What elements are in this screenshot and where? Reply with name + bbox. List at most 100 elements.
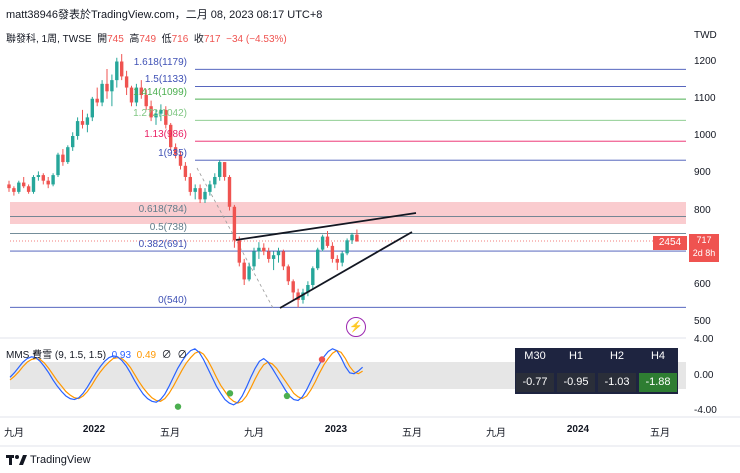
- candle-body: [26, 186, 31, 192]
- candle-body: [232, 206, 237, 241]
- candle-body: [252, 251, 256, 267]
- lightning-icon[interactable]: ⚡: [346, 317, 366, 337]
- candle-body: [7, 184, 11, 189]
- fib-label-1618: 1.618(1179): [133, 57, 187, 69]
- candle-body: [149, 106, 153, 118]
- candle-body: [306, 285, 310, 293]
- candle-body: [286, 266, 290, 282]
- mms-slow-line: [9, 349, 363, 404]
- mms-header-h4: H4: [650, 350, 666, 362]
- candle-body: [178, 154, 183, 166]
- price-tick: 600: [694, 279, 711, 290]
- legend-high: 749: [139, 34, 157, 45]
- candle-body: [316, 249, 320, 269]
- symbol-legend[interactable]: 聯發科, 1周, TWSE 開745 高749 低716 收717 −34 (−…: [6, 30, 287, 45]
- time-tick: 五月: [160, 428, 180, 439]
- wedge-lower-line[interactable]: [279, 231, 413, 309]
- legend-high-label: 高: [129, 34, 140, 45]
- mms-axis-tick: -4.00: [694, 405, 717, 417]
- candle-body: [41, 175, 45, 181]
- price-tick: 500: [694, 316, 711, 328]
- candle-body: [281, 251, 286, 267]
- footer[interactable]: TradingView: [0, 447, 740, 473]
- mms-value-2: 0.49: [136, 350, 157, 361]
- candle-body: [105, 83, 109, 92]
- candle-body: [22, 182, 26, 187]
- candle-body: [198, 188, 202, 200]
- candle-body: [218, 162, 222, 177]
- footer-brand: TradingView: [30, 454, 91, 466]
- fib-label-0618: 0.618(784): [138, 204, 187, 216]
- mms-timeframe-table: M30 H1 H2 H4 -0.77 -0.95 -1.03 -1.88: [515, 348, 678, 394]
- candle-body: [203, 191, 207, 200]
- time-tick: 五月: [650, 428, 670, 439]
- candle-body: [31, 176, 36, 192]
- mms-signal-dot: [283, 392, 291, 400]
- time-tick: 2023: [324, 424, 348, 435]
- candle-body: [100, 83, 104, 103]
- candle-body: [164, 109, 168, 125]
- wedge-upper-line[interactable]: [235, 212, 417, 241]
- candle-body: [330, 245, 335, 259]
- mms-signal-dot: [226, 390, 234, 397]
- mms-legend[interactable]: MMS 費雪 (9, 1.5, 1.5) 0.93 0.49 ∅ ∅: [6, 346, 187, 361]
- candle-body: [325, 236, 330, 246]
- candle-body: [262, 247, 266, 252]
- legend-low-label: 低: [161, 34, 172, 45]
- candle-body: [61, 154, 65, 163]
- mms-value-1: 0.93: [111, 350, 132, 361]
- mms-axis-tick: 4.00: [694, 333, 714, 345]
- last-price: 717: [696, 235, 712, 245]
- fib-label-113: 1.13(986): [144, 129, 187, 141]
- candle-body: [129, 87, 134, 103]
- time-tick: 2022: [82, 424, 106, 435]
- fib-label-1: 1(935): [158, 148, 187, 160]
- candle-body: [75, 121, 80, 136]
- symbol-code-tag: 2454: [653, 236, 687, 250]
- mms-cell-h1: -0.95: [557, 373, 595, 392]
- candle-body: [188, 176, 192, 192]
- mms-header-h1: H1: [568, 350, 584, 362]
- candle-body: [80, 121, 85, 125]
- candle-body: [139, 87, 143, 96]
- candle-body: [90, 98, 94, 118]
- candle-body: [95, 98, 99, 103]
- candle-body: [320, 236, 325, 250]
- price-tick: 1100: [694, 92, 716, 104]
- candle-body: [36, 175, 41, 177]
- fib-label-15: 1.5(1133): [144, 74, 187, 86]
- tradingview-logo-icon: [6, 455, 27, 465]
- price-tick: 900: [694, 167, 711, 179]
- fib-label-1272: 1.272(1042): [133, 108, 187, 120]
- candle-body: [124, 76, 129, 88]
- candle-body: [291, 281, 295, 293]
- time-tick: 九月: [486, 428, 506, 439]
- candle-body: [144, 95, 148, 107]
- candle-body: [56, 154, 60, 176]
- candle-body: [296, 292, 300, 300]
- candle-body: [237, 240, 241, 263]
- candle-body: [173, 147, 178, 155]
- candle-body: [227, 176, 232, 207]
- time-tick: 九月: [4, 428, 24, 439]
- candle-body: [311, 268, 315, 285]
- time-tick: 九月: [244, 428, 264, 439]
- candle-body: [120, 61, 124, 77]
- mms-header-m30: M30: [524, 350, 546, 362]
- fib-label-1414: 1.414(1099): [133, 87, 187, 99]
- mms-name: MMS 費雪 (9, 1.5, 1.5): [6, 350, 107, 361]
- candles: [7, 54, 359, 308]
- last-price-tag: 717 2d 8h: [689, 234, 719, 262]
- legend-low: 716: [171, 34, 189, 45]
- candle-body: [159, 109, 163, 114]
- candle-body: [340, 253, 344, 263]
- mms-value-4: ∅: [177, 350, 188, 361]
- candle-body: [355, 234, 359, 242]
- candle-body: [350, 234, 354, 241]
- mms-cell-h2: -1.03: [598, 373, 636, 392]
- chart-header: matt38946發表於TradingView.com，二月 08, 2023 …: [0, 0, 740, 24]
- mms-fast-line: [9, 348, 363, 406]
- candle-body: [85, 117, 90, 125]
- price-tick: 1200: [694, 55, 717, 67]
